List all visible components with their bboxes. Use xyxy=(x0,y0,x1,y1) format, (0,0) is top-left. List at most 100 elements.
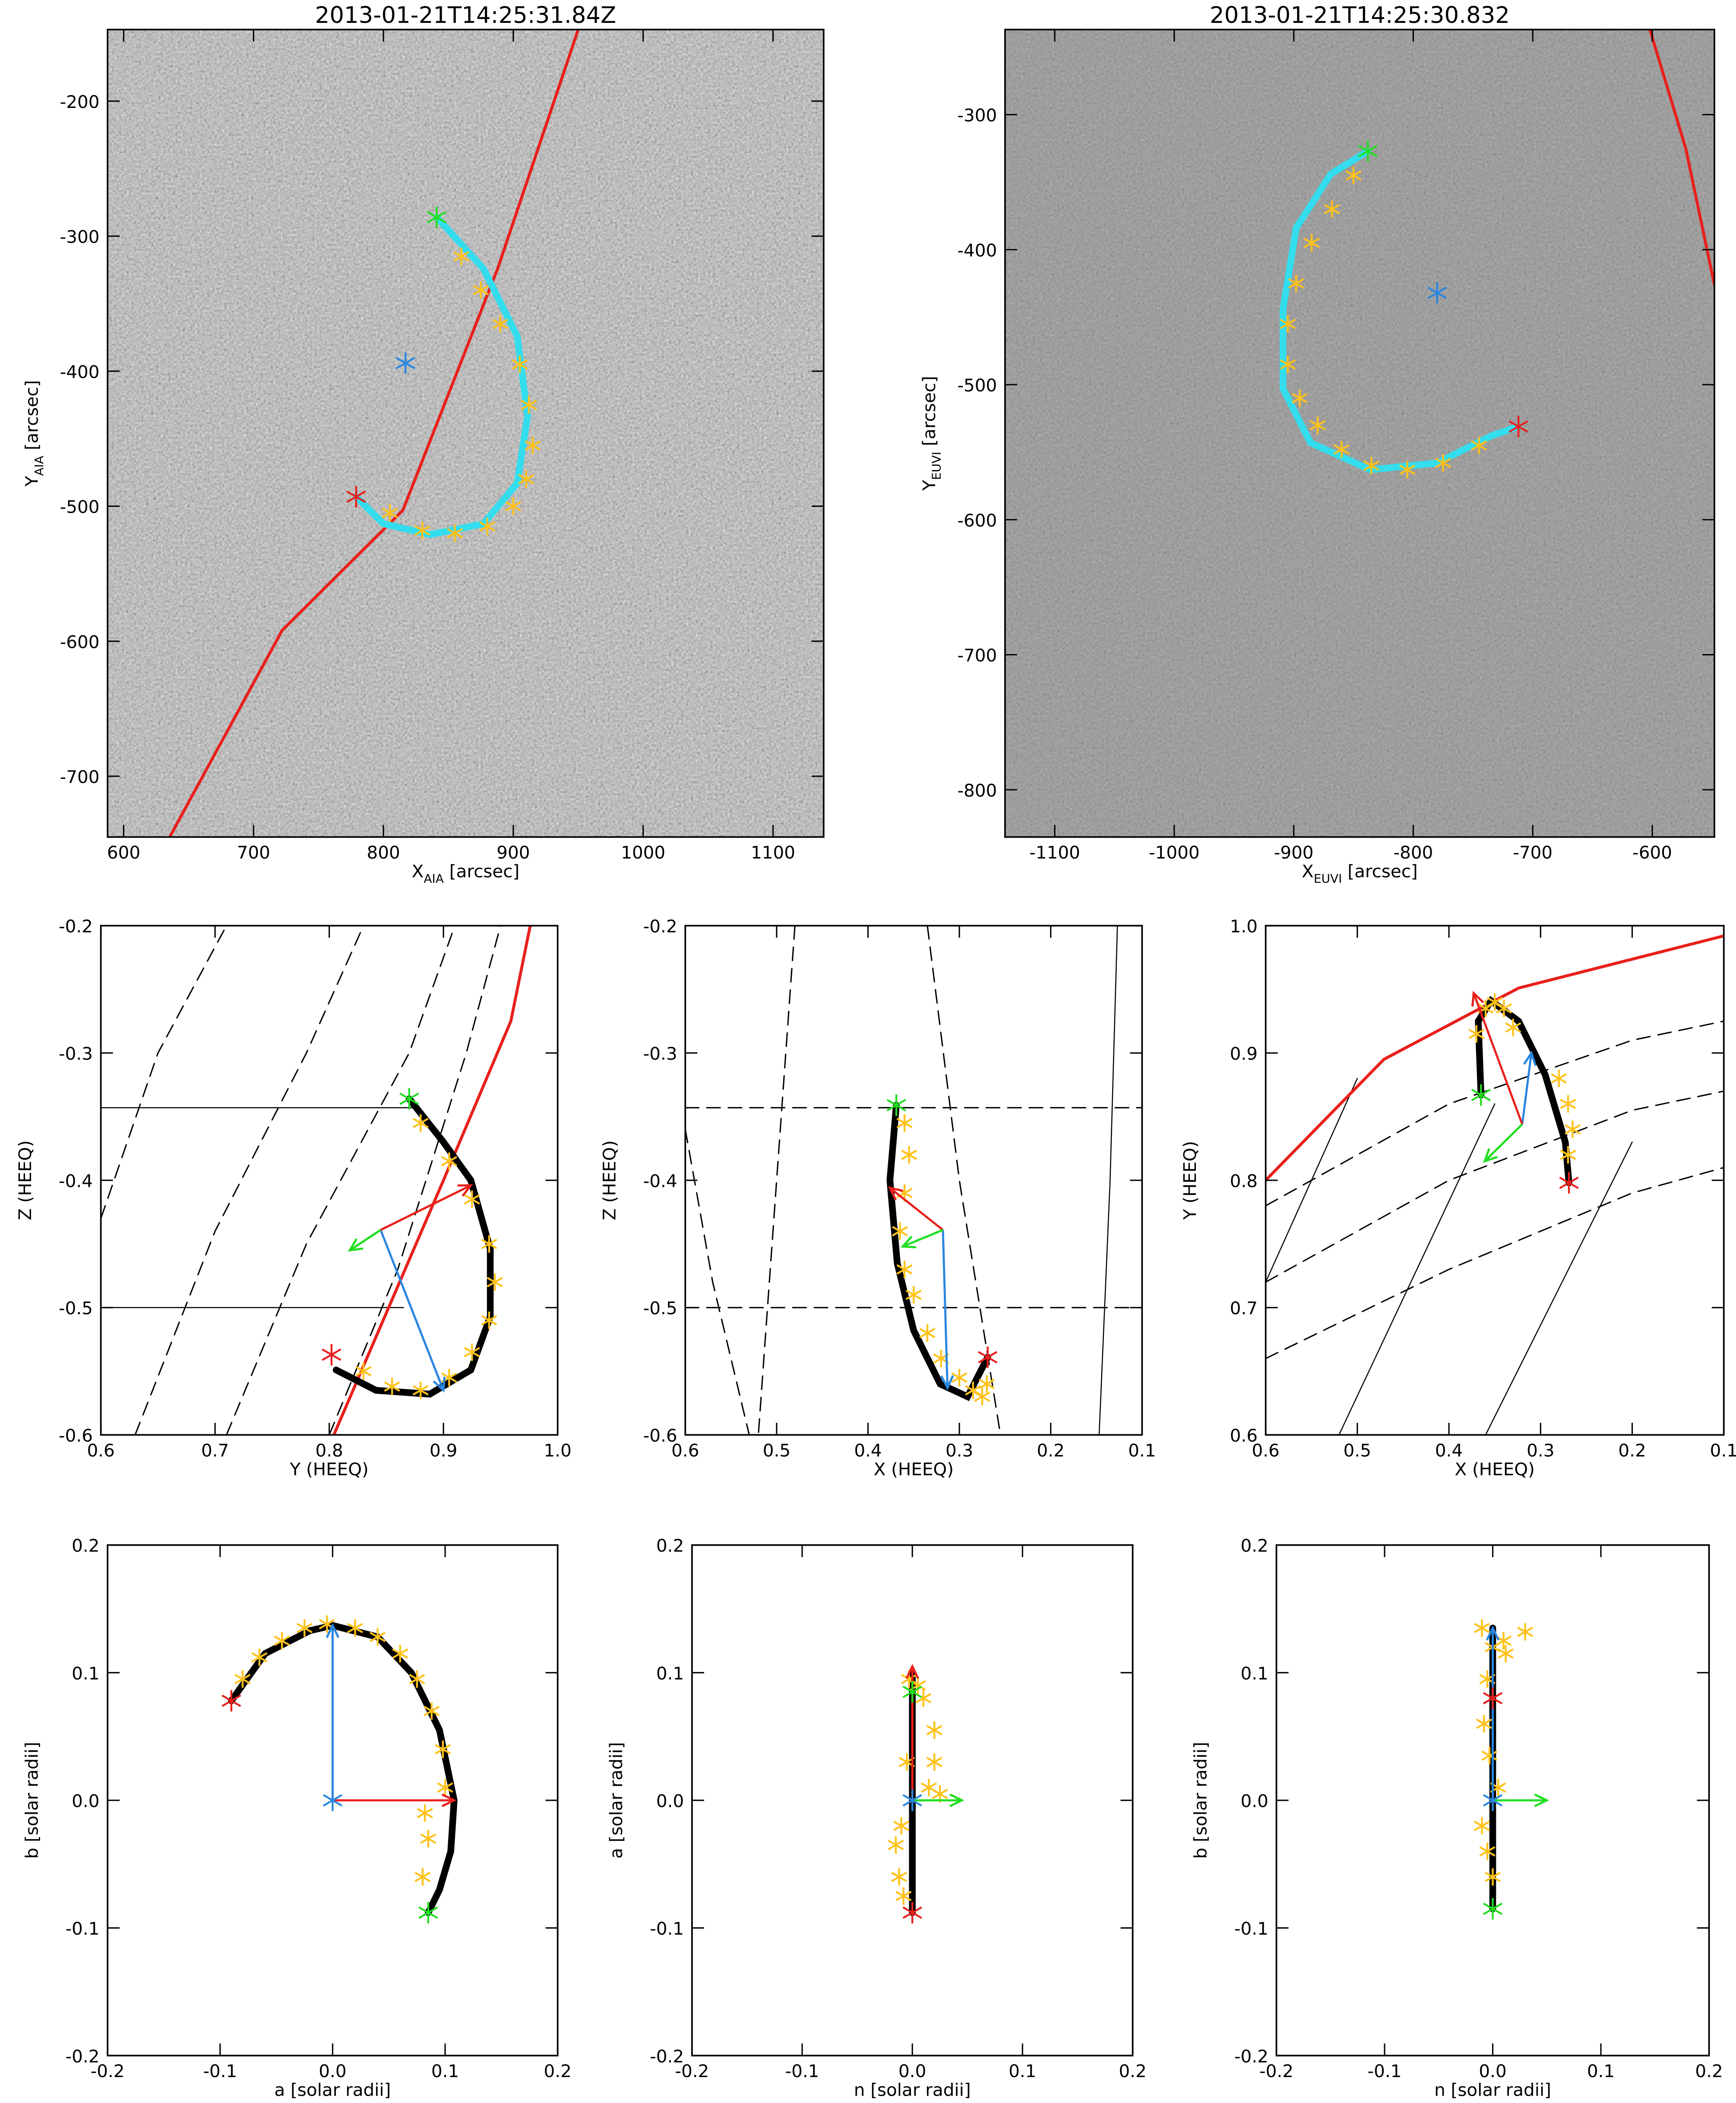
y-tick-label: 0.2 xyxy=(656,1535,684,1556)
y-tick-label: -0.1 xyxy=(650,1918,684,1939)
star-marker xyxy=(1291,389,1308,407)
star-marker xyxy=(521,396,537,414)
y-axis-label-unit: [arcsec] xyxy=(21,380,42,455)
x-axis-label-unit: [arcsec] xyxy=(444,861,519,882)
x-tick-label: 0.1 xyxy=(1587,2061,1615,2081)
star-marker xyxy=(1479,1842,1496,1860)
star-marker xyxy=(274,1632,290,1650)
star-marker xyxy=(965,1382,981,1399)
grid-curve xyxy=(1098,926,1118,1435)
star-marker xyxy=(427,206,447,228)
x-tick-label: 0.4 xyxy=(1435,1440,1463,1461)
star-marker xyxy=(978,1346,998,1368)
y-tick-label: -0.6 xyxy=(643,1425,677,1446)
star-marker xyxy=(888,1836,904,1854)
y-tick-label: -0.2 xyxy=(650,2046,684,2067)
grid-curve xyxy=(1265,1078,1358,1283)
star-marker xyxy=(1564,1120,1581,1138)
x-tick-label: -600 xyxy=(1632,842,1672,863)
star-marker xyxy=(382,504,398,522)
y-tick-label: 0.9 xyxy=(1230,1044,1258,1064)
x-tick-label: 0.2 xyxy=(1695,2061,1723,2081)
x-tick-label: 0.1 xyxy=(1128,1440,1156,1461)
x-tick-label: 0.5 xyxy=(763,1440,791,1461)
star-marker xyxy=(1484,1868,1501,1886)
star-marker xyxy=(1399,461,1416,479)
star-marker xyxy=(435,1740,451,1758)
star-marker xyxy=(505,497,522,515)
star-marker xyxy=(1471,436,1487,454)
star-marker xyxy=(487,1273,503,1291)
star-marker xyxy=(323,1790,343,1811)
euv-texture xyxy=(1005,29,1714,837)
x-axis-label: XEUVI [arcsec] xyxy=(1302,861,1418,885)
x-axis-label: a [solar radii] xyxy=(274,2080,391,2100)
star-marker xyxy=(1280,315,1296,333)
star-marker xyxy=(902,1681,922,1703)
y-tick-label: 0.1 xyxy=(72,1663,99,1684)
y-axis-label-unit: [arcsec] xyxy=(919,376,939,452)
limb-under xyxy=(1265,935,1724,1181)
x-tick-label: 1100 xyxy=(751,842,795,863)
star-marker xyxy=(473,281,489,299)
y-axis-label-main: Y xyxy=(919,480,939,491)
grid-curve xyxy=(329,926,501,1435)
star-marker xyxy=(892,1222,908,1240)
star-marker xyxy=(1474,1817,1490,1835)
plot-area xyxy=(888,1663,964,1923)
star-marker xyxy=(978,1375,995,1393)
star-marker xyxy=(481,1311,497,1329)
y-axis-label: b [solar radii] xyxy=(21,1742,42,1859)
y-tick-label: 0.6 xyxy=(1230,1425,1258,1446)
panel: 0.6 0.5 0.4 0.3 0.2 0.1 0.6 0.7 0.8 0.9 1.0 X (HEEQ… xyxy=(1179,916,1736,1480)
panel: 0.6 0.7 0.8 0.9 1.0 -0.6 -0.5 -0.4 -0.3 -0.2 Y (HE… xyxy=(15,916,572,1480)
star-marker xyxy=(1495,1632,1512,1650)
star-marker xyxy=(370,1628,386,1646)
x-tick-label: -1000 xyxy=(1149,842,1200,863)
x-tick-label: 0.2 xyxy=(1119,2061,1146,2081)
x-tick-label: -1100 xyxy=(1029,842,1080,863)
star-marker xyxy=(355,1362,372,1380)
y-tick-label: 0.2 xyxy=(72,1535,99,1556)
star-marker xyxy=(1474,1619,1490,1637)
x-tick-label: 0.2 xyxy=(1037,1440,1065,1461)
y-tick-label: -0.4 xyxy=(59,1170,93,1191)
x-axis-label-main: X xyxy=(1302,861,1314,882)
star-marker xyxy=(896,1260,913,1278)
star-marker xyxy=(1309,416,1326,434)
star-marker xyxy=(395,352,415,374)
star-marker xyxy=(1468,1025,1485,1043)
vector-arrow xyxy=(888,1186,944,1231)
star-marker xyxy=(441,1152,457,1170)
star-marker xyxy=(1483,1687,1503,1709)
star-marker xyxy=(424,1702,440,1720)
y-tick-label: -0.5 xyxy=(643,1298,677,1319)
solar-limb xyxy=(1265,934,1724,1182)
x-tick-label: 0.1 xyxy=(431,2061,459,2081)
star-marker xyxy=(1333,440,1350,459)
star-marker xyxy=(518,470,534,488)
star-marker xyxy=(1497,1644,1514,1663)
vector-arrow xyxy=(1486,1625,1500,1800)
star-marker xyxy=(1517,1623,1534,1641)
x-tick-label: -900 xyxy=(1274,842,1314,863)
grid-curve xyxy=(758,926,796,1435)
star-marker xyxy=(1471,1084,1491,1106)
x-tick-label: 0.5 xyxy=(1344,1440,1371,1461)
vector-arrow xyxy=(1471,991,1524,1125)
star-marker xyxy=(453,247,470,266)
y-tick-label: -600 xyxy=(957,510,997,531)
axes-frame xyxy=(1004,28,1715,838)
y-tick-label: -0.1 xyxy=(66,1918,100,1939)
x-axis-label: X (HEEQ) xyxy=(874,1459,954,1480)
y-tick-label: -200 xyxy=(60,92,100,112)
star-marker xyxy=(525,436,541,454)
star-marker xyxy=(920,1779,937,1796)
star-marker xyxy=(893,1817,910,1835)
y-tick-label: -0.2 xyxy=(66,2046,100,2067)
x-tick-label: 0.6 xyxy=(1252,1440,1279,1461)
x-axis-label-sub: AIA xyxy=(424,872,444,886)
star-marker xyxy=(418,1902,438,1923)
x-tick-label: 0.7 xyxy=(201,1440,229,1461)
x-axis-label: X (HEEQ) xyxy=(1455,1459,1534,1480)
